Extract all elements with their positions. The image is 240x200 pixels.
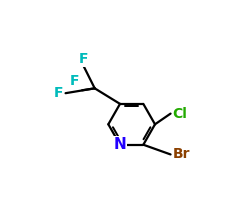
Text: F: F	[54, 86, 64, 100]
Text: F: F	[78, 52, 88, 66]
Text: Br: Br	[173, 147, 190, 161]
Text: N: N	[114, 137, 126, 152]
Text: Cl: Cl	[173, 107, 187, 121]
Text: F: F	[70, 74, 79, 88]
